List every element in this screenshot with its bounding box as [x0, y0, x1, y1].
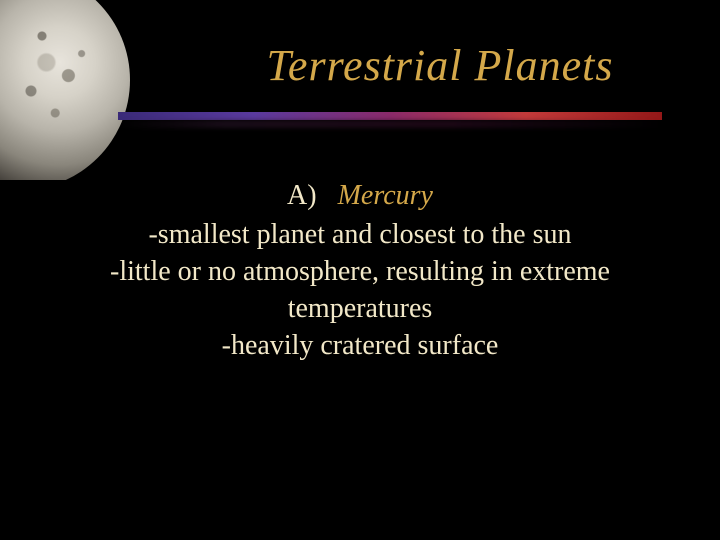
- slide-body: A) Mercury -smallest planet and closest …: [60, 178, 660, 365]
- title-underline: [118, 112, 662, 120]
- moon-sphere: [0, 0, 130, 180]
- planet-name: Mercury: [338, 180, 433, 211]
- slide-title: Terrestrial Planets: [200, 40, 680, 91]
- moon-image: [0, 0, 140, 180]
- list-marker: A): [287, 180, 317, 211]
- bullet-3: -heavily cratered surface: [60, 328, 660, 365]
- bullet-2: -little or no atmosphere, resulting in e…: [60, 254, 660, 328]
- title-underline-shadow: [118, 120, 662, 128]
- slide: Terrestrial Planets A) Mercury -smallest…: [0, 0, 720, 540]
- bullet-1: -smallest planet and closest to the sun: [60, 217, 660, 254]
- planet-label-line: A) Mercury: [60, 178, 660, 215]
